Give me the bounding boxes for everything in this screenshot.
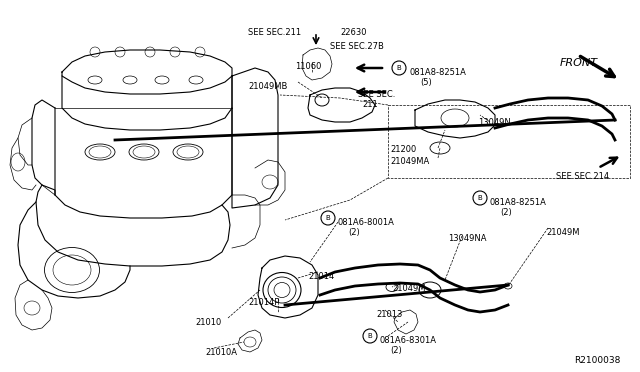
Text: 13049N: 13049N [478,118,511,127]
Text: B: B [326,215,330,221]
Text: FRONT: FRONT [560,58,598,68]
Text: 21049M: 21049M [392,284,426,293]
Text: 081A8-8251A: 081A8-8251A [490,198,547,207]
Text: 081A6-8301A: 081A6-8301A [380,336,437,345]
Text: 21014P: 21014P [248,298,280,307]
Text: SEE SEC.211: SEE SEC.211 [248,28,301,37]
Text: 081A8-8251A: 081A8-8251A [410,68,467,77]
Text: 211: 211 [362,100,378,109]
Text: (2): (2) [500,208,512,217]
Text: 21200: 21200 [390,145,416,154]
Text: R2100038: R2100038 [574,356,620,365]
Text: (2): (2) [348,228,360,237]
Text: B: B [477,195,483,201]
Text: (2): (2) [390,346,402,355]
Text: 21010A: 21010A [205,348,237,357]
Text: 22630: 22630 [340,28,367,37]
Text: 11060: 11060 [295,62,321,71]
Text: (5): (5) [420,78,432,87]
Text: 21049M: 21049M [546,228,579,237]
Text: B: B [397,65,401,71]
Text: 21010: 21010 [195,318,221,327]
Text: 21049MB: 21049MB [248,82,287,91]
Text: 21013: 21013 [376,310,403,319]
Text: 21049MA: 21049MA [390,157,429,166]
Text: SEE SEC.214: SEE SEC.214 [556,172,609,181]
Text: SEE SEC.: SEE SEC. [358,90,396,99]
Text: B: B [367,333,372,339]
Text: 21014: 21014 [308,272,334,281]
Text: 081A6-8001A: 081A6-8001A [338,218,395,227]
Text: SEE SEC.27B: SEE SEC.27B [330,42,384,51]
Text: 13049NA: 13049NA [448,234,486,243]
